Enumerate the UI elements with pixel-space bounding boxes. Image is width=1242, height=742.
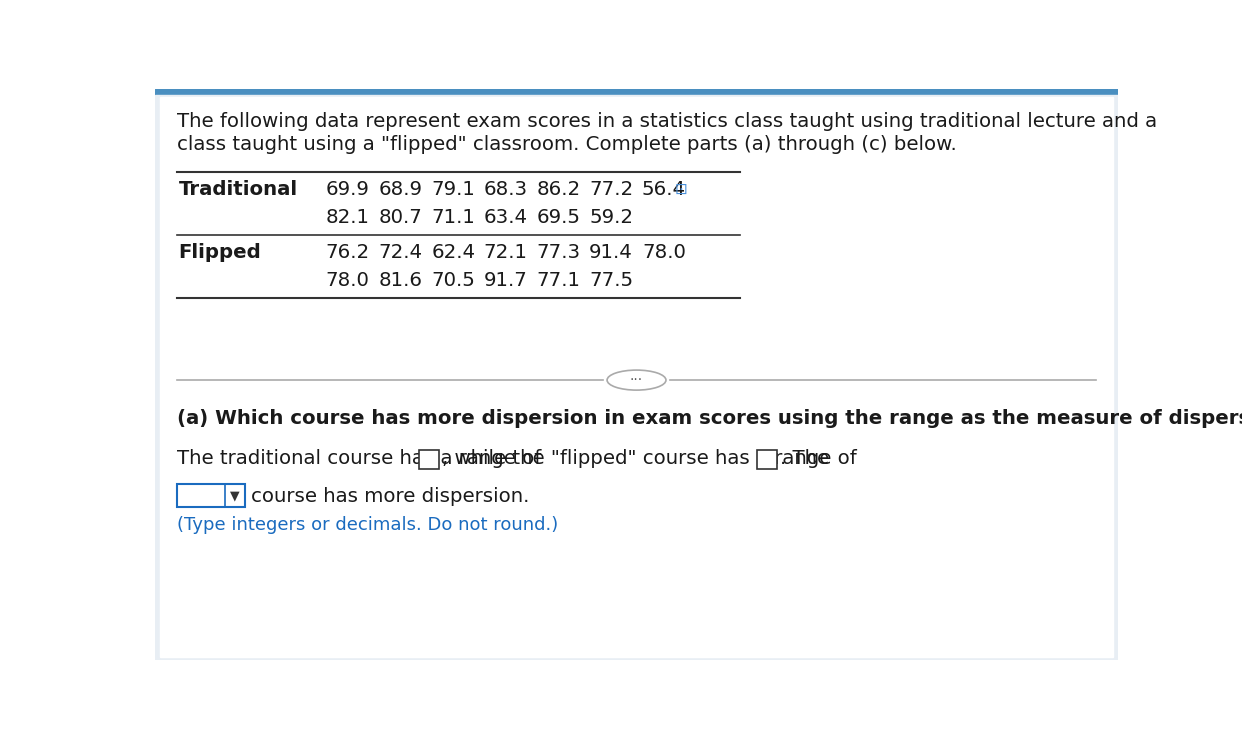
Text: 59.2: 59.2 (589, 208, 633, 226)
Text: 62.4: 62.4 (431, 243, 476, 262)
Text: 63.4: 63.4 (484, 208, 528, 226)
Ellipse shape (607, 370, 666, 390)
Text: 76.2: 76.2 (325, 243, 370, 262)
Text: 77.2: 77.2 (589, 180, 633, 199)
Text: 69.9: 69.9 (325, 180, 370, 199)
Text: 56.4: 56.4 (642, 180, 686, 199)
Text: 78.0: 78.0 (325, 271, 370, 290)
Text: 91.7: 91.7 (484, 271, 528, 290)
Text: 79.1: 79.1 (431, 180, 474, 199)
Text: 69.5: 69.5 (537, 208, 580, 226)
Text: The traditional course has a range of: The traditional course has a range of (176, 449, 542, 467)
FancyBboxPatch shape (419, 450, 438, 469)
Text: 71.1: 71.1 (431, 208, 474, 226)
Text: The following data represent exam scores in a statistics class taught using trad: The following data represent exam scores… (176, 112, 1158, 131)
Text: 70.5: 70.5 (431, 271, 474, 290)
Bar (155, 89, 1118, 95)
Text: Flipped: Flipped (179, 243, 261, 262)
FancyBboxPatch shape (756, 450, 776, 469)
Text: 81.6: 81.6 (379, 271, 422, 290)
Text: 91.4: 91.4 (589, 243, 633, 262)
Text: 77.1: 77.1 (537, 271, 580, 290)
Text: ···: ··· (630, 373, 643, 387)
Text: (a) Which course has more dispersion in exam scores using the range as the measu: (a) Which course has more dispersion in … (176, 409, 1242, 427)
Text: 82.1: 82.1 (325, 208, 370, 226)
Text: 68.3: 68.3 (484, 180, 528, 199)
Text: 86.2: 86.2 (537, 180, 581, 199)
Text: Traditional: Traditional (179, 180, 298, 199)
Text: 68.9: 68.9 (379, 180, 422, 199)
Text: 72.1: 72.1 (484, 243, 528, 262)
Text: (Type integers or decimals. Do not round.): (Type integers or decimals. Do not round… (176, 516, 558, 534)
Text: 72.4: 72.4 (379, 243, 422, 262)
Text: . The: . The (780, 449, 828, 467)
Text: class taught using a "flipped" classroom. Complete parts (a) through (c) below.: class taught using a "flipped" classroom… (176, 135, 956, 154)
Text: , while the "flipped" course has a range of: , while the "flipped" course has a range… (442, 449, 857, 467)
Text: 77.3: 77.3 (537, 243, 581, 262)
Text: 80.7: 80.7 (379, 208, 422, 226)
FancyBboxPatch shape (176, 484, 245, 507)
Text: 77.5: 77.5 (589, 271, 633, 290)
Text: ⊡: ⊡ (674, 183, 687, 197)
Text: course has more dispersion.: course has more dispersion. (251, 487, 530, 506)
Text: 78.0: 78.0 (642, 243, 686, 262)
Text: ▼: ▼ (230, 489, 240, 502)
